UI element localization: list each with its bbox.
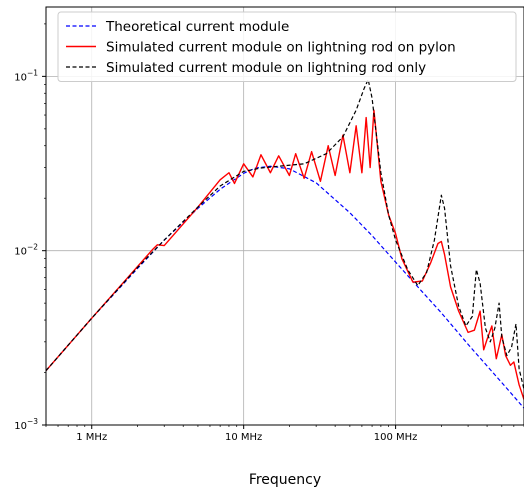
x-tick-label: 100 MHz [374, 432, 418, 443]
y-tick-label: 10−3 [14, 417, 38, 432]
series-layer [46, 78, 524, 409]
series-pylon-line [46, 109, 524, 400]
y-tick-label: 10−1 [14, 68, 38, 83]
legend: Theoretical current module Simulated curr… [57, 11, 517, 82]
plot-frame [45, 6, 524, 426]
y-tick-label-base: 10 [14, 247, 27, 258]
y-tick-label-exponent: −1 [27, 68, 38, 77]
y-tick-label-base: 10 [14, 421, 27, 432]
legend-entry-label: Simulated current module on lightning ro… [106, 60, 426, 76]
x-axis-label: Frequency [249, 472, 321, 488]
legend-entry-label: Theoretical current module [105, 19, 289, 35]
series-rod-only-line [46, 78, 524, 390]
x-tick-label: 1 MHz [76, 432, 107, 443]
y-tick-label-base: 10 [14, 72, 27, 83]
y-tick-label: 10−2 [14, 243, 38, 258]
y-tick-label-exponent: −2 [27, 243, 38, 252]
legend-box [57, 11, 517, 82]
x-tick-label: 10 MHz [225, 432, 262, 443]
legend-entry-label: Simulated current module on lightning ro… [106, 40, 456, 56]
y-tick-label-exponent: −3 [27, 417, 38, 426]
